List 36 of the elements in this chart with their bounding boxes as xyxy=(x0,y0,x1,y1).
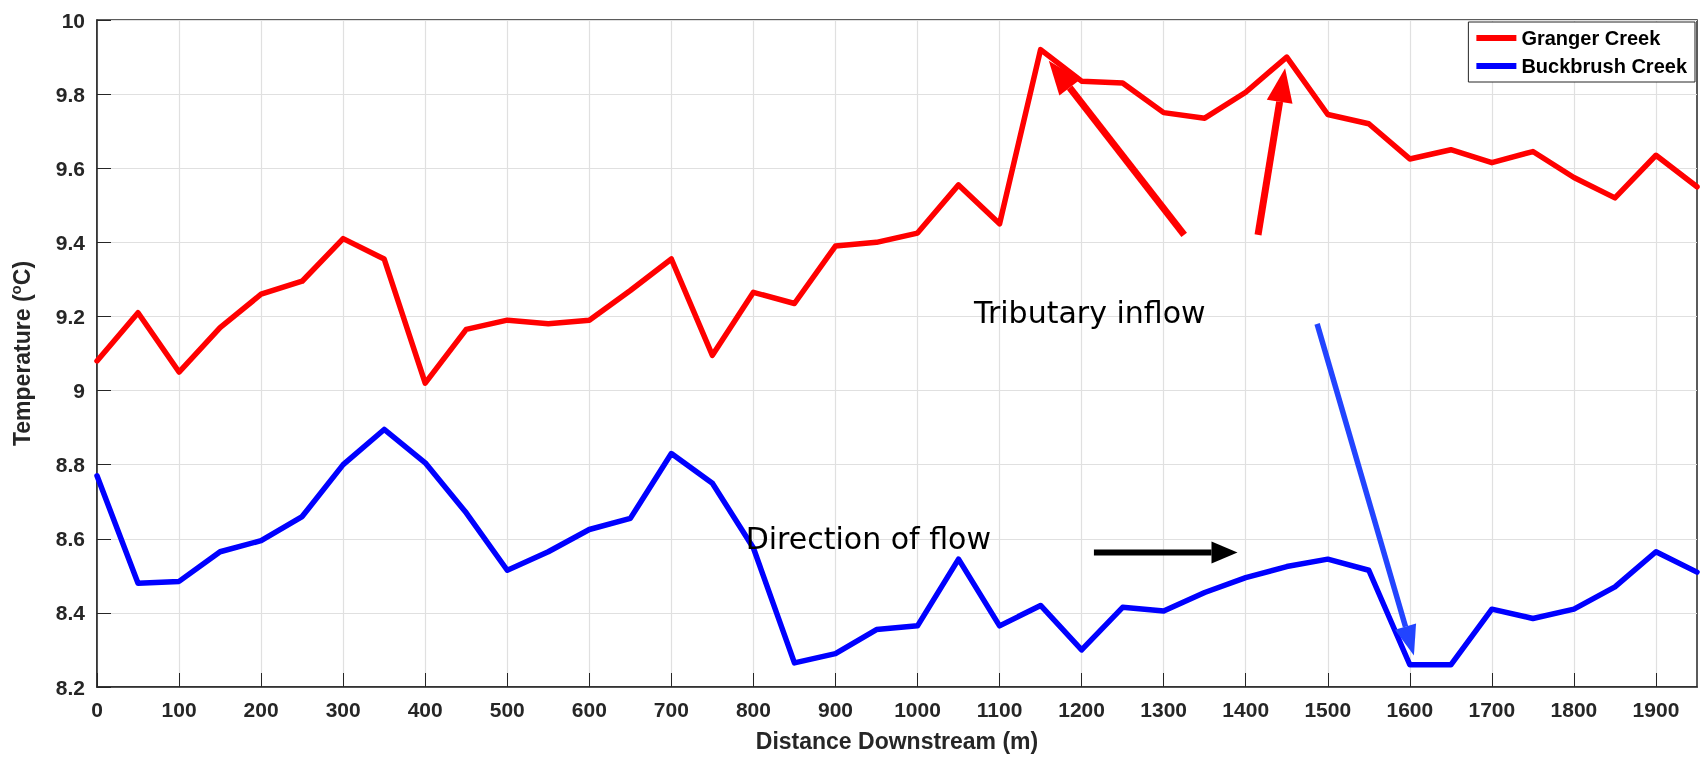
x-tick-label: 200 xyxy=(243,698,279,721)
x-tick-label: 600 xyxy=(571,698,607,721)
x-tick-label: 500 xyxy=(489,698,525,721)
x-tick-label: 1100 xyxy=(976,698,1023,721)
y-tick-label: 9.4 xyxy=(55,230,86,254)
annotation: Tributary inflow xyxy=(973,295,1206,331)
x-tick-label: 1500 xyxy=(1304,698,1352,721)
legend-label: Buckbrush Creek xyxy=(1521,55,1688,77)
x-tick-label: 1900 xyxy=(1632,698,1680,721)
y-tick-label: 8.2 xyxy=(55,675,85,699)
x-tick-label: 1400 xyxy=(1222,698,1270,721)
x-tick-label: 1800 xyxy=(1550,698,1598,721)
y-tick-label: 9.2 xyxy=(55,304,85,328)
y-tick-label: 9.6 xyxy=(55,156,85,180)
x-tick-label: 1600 xyxy=(1386,698,1434,721)
annotation: Direction of flow xyxy=(745,521,991,557)
y-tick-label: 8.6 xyxy=(55,527,85,551)
y-tick-label: 9 xyxy=(73,379,85,403)
x-tick-label: 700 xyxy=(653,698,689,721)
x-tick-label: 1000 xyxy=(894,698,941,721)
x-tick-label: 0 xyxy=(91,698,103,721)
x-tick-label: 1700 xyxy=(1468,698,1516,721)
x-tick-label: 1300 xyxy=(1140,698,1188,721)
x-tick-label: 800 xyxy=(735,698,771,721)
y-tick-label: 8.4 xyxy=(55,601,86,625)
y-tick-label: 10 xyxy=(61,8,85,32)
x-tick-label: 900 xyxy=(817,698,853,721)
x-axis-title: Distance Downstream (m) xyxy=(755,727,1039,754)
y-axis-title: Temperature (oC) xyxy=(7,260,35,447)
y-tick-label: 8.8 xyxy=(55,453,86,477)
x-tick-label: 400 xyxy=(407,698,443,721)
x-tick-label: 1200 xyxy=(1058,698,1105,721)
x-tick-label: 300 xyxy=(325,698,361,721)
legend-label: Granger Creek xyxy=(1521,27,1662,49)
y-tick-label: 9.8 xyxy=(55,82,86,106)
x-tick-label: 100 xyxy=(161,698,197,721)
